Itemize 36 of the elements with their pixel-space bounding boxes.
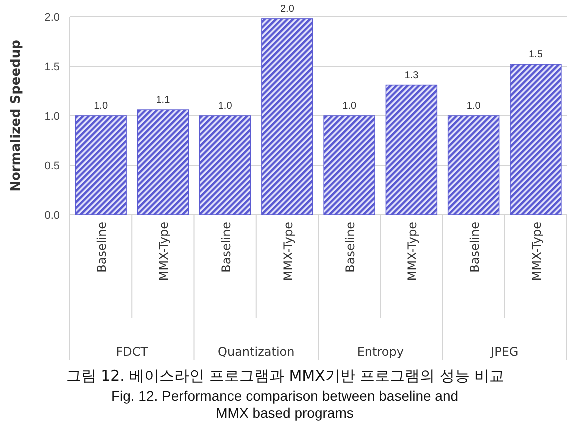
y-tick-label: 1.5 (44, 62, 60, 74)
data-label: 1.3 (404, 70, 420, 82)
y-tick-label: 0.0 (44, 210, 60, 222)
data-label: 1.0 (466, 101, 482, 112)
bar (137, 110, 190, 216)
text: Quantization (218, 345, 295, 359)
text: FDCT (116, 345, 149, 359)
data-label: 1.1 (156, 95, 171, 106)
data-label: 1.5 (528, 50, 544, 61)
x-tick-label: MMX-Type (530, 222, 544, 282)
y-tick-label: 0.5 (44, 160, 60, 172)
x-tick-label: MMX-Type (281, 222, 296, 282)
bar (262, 18, 314, 216)
x-tick-label: MMX-Type (406, 222, 420, 282)
text: Entropy (357, 345, 404, 359)
x-tick-label: Baseline (219, 222, 234, 273)
bar (75, 116, 127, 216)
x-tick-label: MMX-Type (157, 222, 172, 282)
y-axis-title: Normalized Speedup (9, 40, 24, 192)
data-label: 1.0 (94, 101, 108, 112)
data-label: 1.0 (218, 101, 233, 112)
x-tick-label: Baseline (468, 222, 482, 273)
data-label: 1.0 (342, 101, 357, 112)
bar (510, 64, 562, 216)
x-tick-label: Baseline (95, 222, 110, 273)
bar (199, 116, 252, 216)
data-label: 2.0 (280, 4, 295, 15)
y-tick-label: 1.0 (44, 111, 60, 123)
x-tick-label: Baseline (344, 222, 358, 273)
bar (386, 84, 438, 216)
text: JPEG (490, 345, 519, 359)
text: Fig. 12. Performance comparison between baseline and MMX based programs (110, 388, 460, 422)
bar (324, 116, 376, 216)
bar (448, 116, 500, 216)
y-tick-label: 2.0 (44, 12, 60, 24)
text: 그림 12. 베이스라인 프로그램과 MMX기반 프로그램의 성능 비교 (65, 366, 506, 386)
